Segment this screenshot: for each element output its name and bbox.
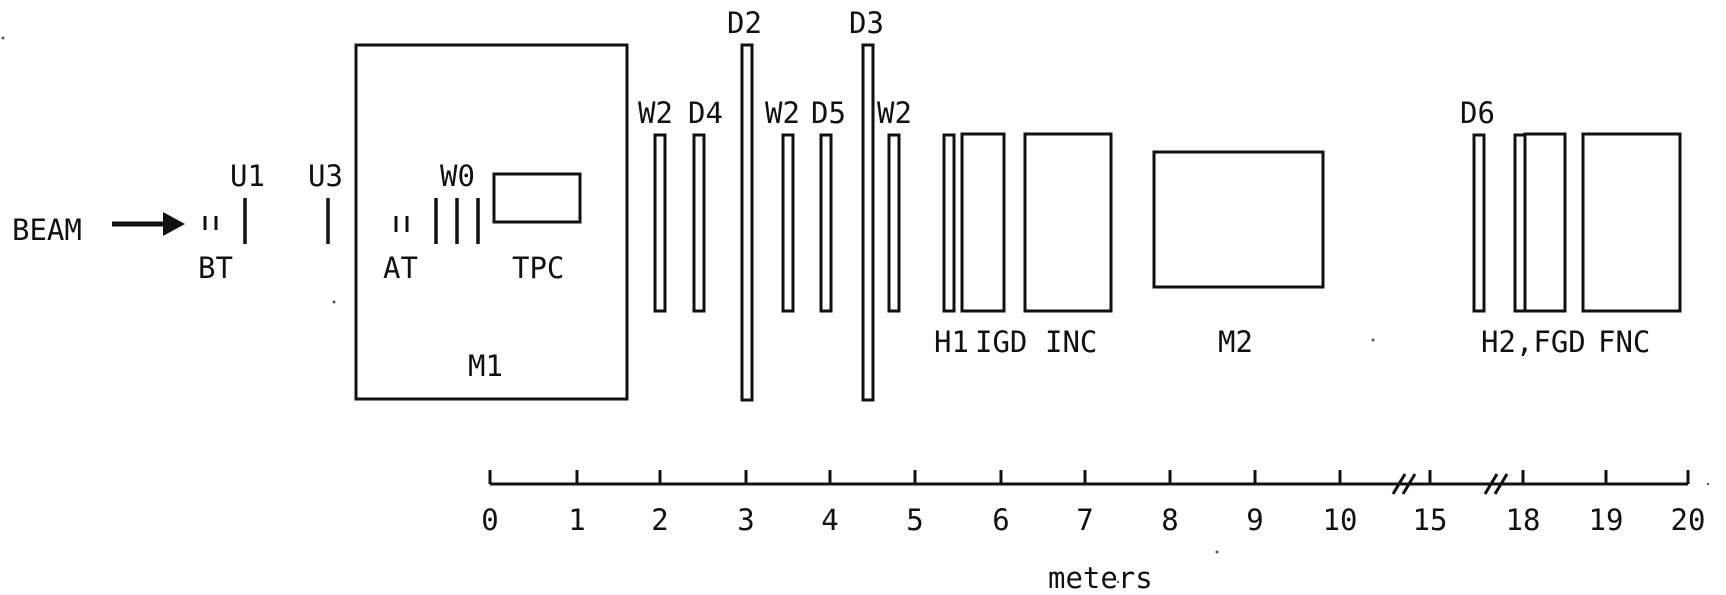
scan-specks	[1, 36, 1710, 584]
scale-unit-label: meters	[1048, 561, 1153, 595]
scale-tick-label: 0	[481, 503, 498, 537]
m2-magnet	[1152, 150, 1325, 289]
axis-break-2	[1483, 473, 1509, 495]
d3-chamber	[861, 43, 875, 402]
scale-ticks: 0 1 2 3 4 5 6 7 8 9 10 15 18 19 20	[481, 470, 1705, 537]
d6-label: D6	[1460, 96, 1495, 130]
scale-tick-label: 18	[1506, 503, 1541, 537]
d2-label: D2	[727, 6, 762, 40]
scale-tick-label: 2	[651, 503, 668, 537]
w2-chamber-3	[887, 133, 901, 313]
beam-label: BEAM	[12, 213, 82, 247]
w0-label: W0	[440, 159, 475, 193]
scale-tick-label: 1	[568, 503, 585, 537]
w2-label-1: W2	[638, 96, 673, 130]
scale-tick-label: 15	[1413, 503, 1448, 537]
d5-chamber	[819, 133, 833, 313]
bt-label: BT	[198, 251, 233, 285]
m2-label: M2	[1218, 325, 1253, 359]
h1-hodoscope	[942, 133, 956, 313]
scale-tick-label: 20	[1671, 503, 1706, 537]
scale-tick-label: 8	[1161, 503, 1178, 537]
d6-chamber	[1472, 133, 1486, 313]
scale-tick-label: 10	[1323, 503, 1358, 537]
h2-fgd-label: H2,FGD	[1481, 325, 1586, 359]
igd-label: IGD	[975, 325, 1027, 359]
d4-label: D4	[688, 96, 723, 130]
d4-chamber	[692, 133, 706, 313]
at-label: AT	[383, 251, 418, 285]
w2-chamber-1	[653, 133, 667, 313]
igd-detector	[960, 132, 1006, 313]
d3-label: D3	[849, 6, 884, 40]
w2-label-3: W2	[877, 96, 912, 130]
scale-tick-label: 4	[821, 503, 838, 537]
m1-label: M1	[468, 349, 503, 383]
at-counters	[394, 216, 409, 232]
scale-tick-label: 5	[906, 503, 923, 537]
d2-chamber	[740, 43, 754, 402]
distance-scale: 0 1 2 3 4 5 6 7 8 9 10 15 18 19 20	[481, 470, 1705, 537]
scale-tick-label: 3	[737, 503, 754, 537]
d5-label: D5	[811, 96, 846, 130]
scale-tick-label: 19	[1589, 503, 1624, 537]
h1-label: H1	[934, 325, 969, 359]
fnc-label: FNC	[1598, 325, 1650, 359]
inc-label: INC	[1045, 325, 1097, 359]
m1-magnet	[354, 43, 629, 401]
w2-chamber-2	[781, 133, 795, 313]
inc-calorimeter	[1023, 132, 1113, 313]
axis-break-1	[1391, 473, 1417, 495]
fgd-detector	[1523, 132, 1567, 313]
scale-tick-label: 7	[1076, 503, 1093, 537]
scale-tick-label: 9	[1246, 503, 1263, 537]
u1-label: U1	[230, 159, 265, 193]
beam-telescope-counters	[203, 216, 218, 230]
beam-arrow	[112, 212, 185, 236]
tpc-chamber	[492, 172, 582, 224]
w2-label-2: W2	[765, 96, 800, 130]
u3-label: U3	[308, 159, 343, 193]
tpc-label: TPC	[512, 251, 564, 285]
w0-chambers	[434, 198, 480, 244]
scale-tick-label: 6	[992, 503, 1009, 537]
fnc-calorimeter	[1581, 132, 1682, 313]
